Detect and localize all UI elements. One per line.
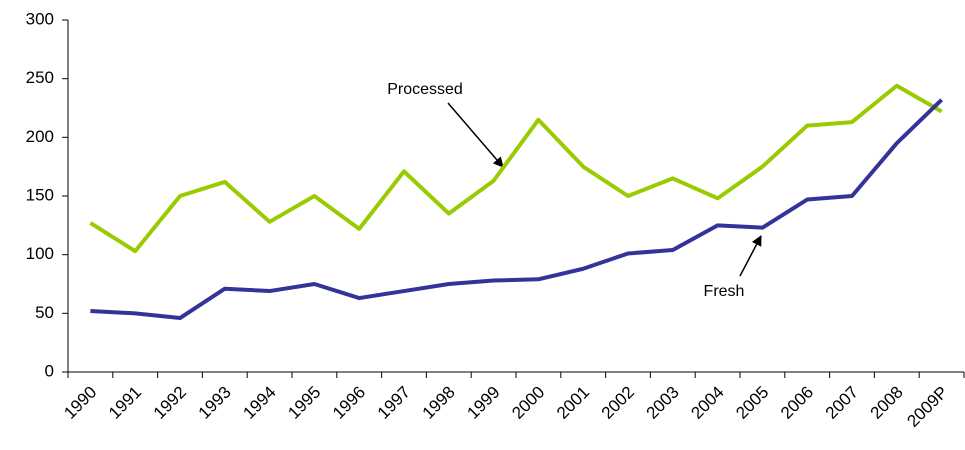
x-tick-label: 1993 xyxy=(195,383,235,423)
x-tick-label: 1998 xyxy=(419,383,459,423)
series-line xyxy=(90,98,943,321)
x-tick-label: 2007 xyxy=(822,383,862,423)
annotation-arrow xyxy=(447,102,504,168)
y-tick-label: 100 xyxy=(26,244,54,263)
series-line xyxy=(89,83,943,254)
x-tick-label: 1995 xyxy=(284,383,324,423)
y-tick-label: 300 xyxy=(26,9,54,28)
y-tick-label: 50 xyxy=(35,303,54,322)
x-tick-label: 2008 xyxy=(867,383,907,423)
annotation: Fresh xyxy=(704,283,745,300)
x-tick-label: 1992 xyxy=(150,383,190,423)
x-tick-label: 2001 xyxy=(553,383,593,423)
x-tick-label: 1990 xyxy=(60,383,100,423)
x-tick-label: 2003 xyxy=(643,383,683,423)
y-tick-label: 0 xyxy=(45,361,54,380)
x-tick-label: 1991 xyxy=(105,383,145,423)
y-tick-label: 150 xyxy=(26,185,54,204)
x-tick-label: 2005 xyxy=(732,383,772,423)
x-tick-label: 1994 xyxy=(239,383,279,423)
x-tick-label: 2000 xyxy=(508,383,548,423)
x-tick-label: 1997 xyxy=(374,383,414,423)
annotation: Processed xyxy=(387,81,463,98)
x-tick-label: 1999 xyxy=(463,383,503,423)
x-tick-label: 1996 xyxy=(329,383,369,423)
y-tick-label: 250 xyxy=(26,68,54,87)
annotation-arrow xyxy=(739,235,762,277)
y-tick-label: 200 xyxy=(26,127,54,146)
x-tick-label: 2006 xyxy=(777,383,817,423)
x-tick-label: 2004 xyxy=(687,383,727,423)
x-tick-label: 2009P xyxy=(903,383,951,431)
x-tick-label: 2002 xyxy=(598,383,638,423)
